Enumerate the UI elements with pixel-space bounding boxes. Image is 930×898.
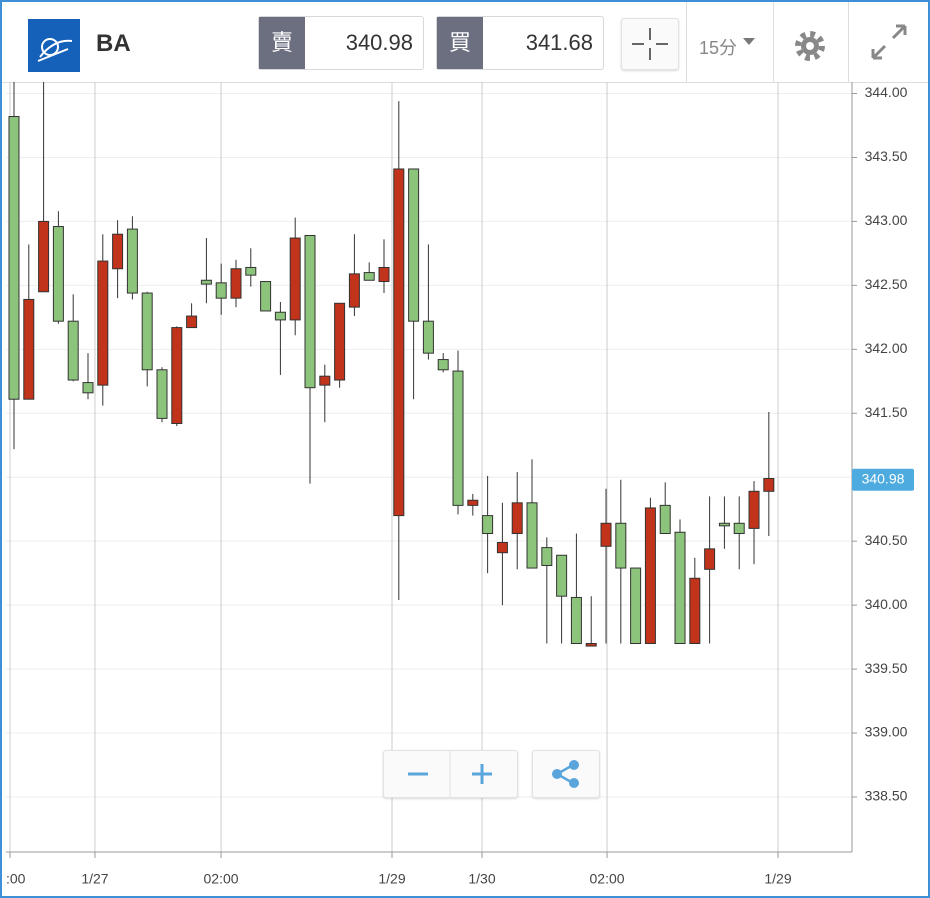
candle-body bbox=[304, 234, 316, 389]
buy-box[interactable]: 買 341.68 bbox=[436, 16, 604, 70]
symbol: BA bbox=[96, 30, 131, 57]
sell-box[interactable]: 賣 340.98 bbox=[258, 16, 424, 70]
candle-body bbox=[245, 266, 257, 276]
crosshair-button[interactable] bbox=[621, 18, 679, 70]
candle-body bbox=[674, 531, 686, 645]
candle-body bbox=[126, 228, 138, 294]
candle-body bbox=[541, 547, 553, 566]
candle-body bbox=[274, 311, 286, 321]
candle-body bbox=[615, 522, 627, 569]
y-tick-label: 342.50 bbox=[865, 276, 908, 292]
y-tick-label: 340.00 bbox=[865, 596, 908, 612]
candle-body bbox=[378, 266, 390, 283]
x-tick-label: 1/27 bbox=[81, 871, 108, 887]
y-tick-label: 343.50 bbox=[865, 148, 908, 164]
candle-body bbox=[260, 281, 272, 312]
candle-body bbox=[467, 499, 479, 506]
share-button[interactable] bbox=[532, 750, 600, 798]
candle-body bbox=[97, 260, 109, 386]
x-tick-label: 02:00 bbox=[590, 871, 625, 887]
candle-body bbox=[348, 273, 360, 308]
candle-body bbox=[141, 292, 153, 371]
candle-body bbox=[393, 168, 405, 517]
candle-body bbox=[23, 298, 35, 400]
candle-body bbox=[171, 327, 183, 425]
candles bbox=[8, 82, 775, 647]
candle-body bbox=[437, 359, 449, 371]
candle-body bbox=[67, 320, 79, 381]
candle-body bbox=[186, 315, 198, 329]
x-tick-label: 02:00 bbox=[204, 871, 239, 887]
candle-body bbox=[230, 268, 242, 299]
y-tick-label: 344.00 bbox=[865, 84, 908, 100]
crosshair-icon bbox=[632, 28, 668, 60]
interval: 15分 bbox=[699, 38, 738, 58]
candle-body bbox=[112, 233, 124, 270]
last-price-label: 340.98 bbox=[862, 470, 905, 486]
candle-body bbox=[200, 279, 212, 285]
x-tick-label: 1/29 bbox=[764, 871, 791, 887]
logo bbox=[28, 19, 80, 72]
candle-body bbox=[600, 522, 612, 547]
candle-body bbox=[644, 507, 656, 645]
candle-body bbox=[630, 567, 642, 645]
candle-body bbox=[363, 272, 375, 281]
candle-body bbox=[585, 643, 597, 647]
candle-body bbox=[452, 370, 464, 506]
header: BA 賣 340.98 買 341.68 15分 bbox=[2, 2, 928, 83]
y-tick-label: 343.00 bbox=[865, 212, 908, 228]
y-tick-label: 339.00 bbox=[865, 724, 908, 740]
sell-label: 賣 bbox=[259, 17, 305, 69]
x-tick-label: 1/30 bbox=[468, 871, 495, 887]
candle-body bbox=[319, 375, 331, 386]
candle-body bbox=[689, 577, 701, 645]
candle-body bbox=[334, 302, 346, 381]
x-tick-label: :00 bbox=[6, 871, 26, 887]
candle-body bbox=[704, 548, 716, 570]
candle-body bbox=[289, 237, 301, 321]
candle-body bbox=[718, 522, 730, 527]
candle-body bbox=[8, 116, 20, 400]
candle-body bbox=[511, 502, 523, 535]
candle-body bbox=[82, 382, 94, 394]
candle-body bbox=[38, 220, 50, 293]
fullscreen-icon bbox=[871, 24, 907, 60]
buy-price: 341.68 bbox=[525, 30, 593, 55]
caret bbox=[743, 38, 755, 45]
last-price-badge bbox=[852, 468, 914, 491]
buy-label: 買 bbox=[437, 17, 483, 69]
sell-price: 340.98 bbox=[345, 30, 413, 55]
y-tick-label: 338.50 bbox=[865, 788, 908, 804]
y-tick-label: 340.50 bbox=[865, 532, 908, 548]
settings-button[interactable] bbox=[792, 28, 828, 64]
zoom-buttons bbox=[383, 750, 518, 798]
candle-body bbox=[733, 522, 745, 535]
share-icon bbox=[552, 760, 579, 788]
candle-body bbox=[482, 515, 494, 535]
y-tick-label: 341.50 bbox=[865, 404, 908, 420]
candle-body bbox=[556, 554, 568, 597]
candle-body bbox=[763, 478, 775, 492]
interval-dropdown[interactable]: 15分 bbox=[686, 2, 774, 82]
fullscreen-button[interactable] bbox=[848, 2, 928, 82]
candle-body bbox=[422, 320, 434, 354]
y-tick-label: 339.50 bbox=[865, 660, 908, 676]
candle-body bbox=[748, 490, 760, 529]
x-tick-label: 1/29 bbox=[378, 871, 405, 887]
candle-body bbox=[52, 226, 64, 322]
candle-body bbox=[215, 282, 227, 299]
y-tick-label: 342.00 bbox=[865, 340, 908, 356]
candle-body bbox=[570, 596, 582, 645]
zoom-icons[interactable] bbox=[384, 751, 517, 797]
candle-body bbox=[496, 541, 508, 554]
candle-body bbox=[659, 504, 671, 535]
candle-body bbox=[408, 168, 420, 322]
candle-body bbox=[156, 369, 168, 419]
candle-body bbox=[526, 502, 538, 569]
